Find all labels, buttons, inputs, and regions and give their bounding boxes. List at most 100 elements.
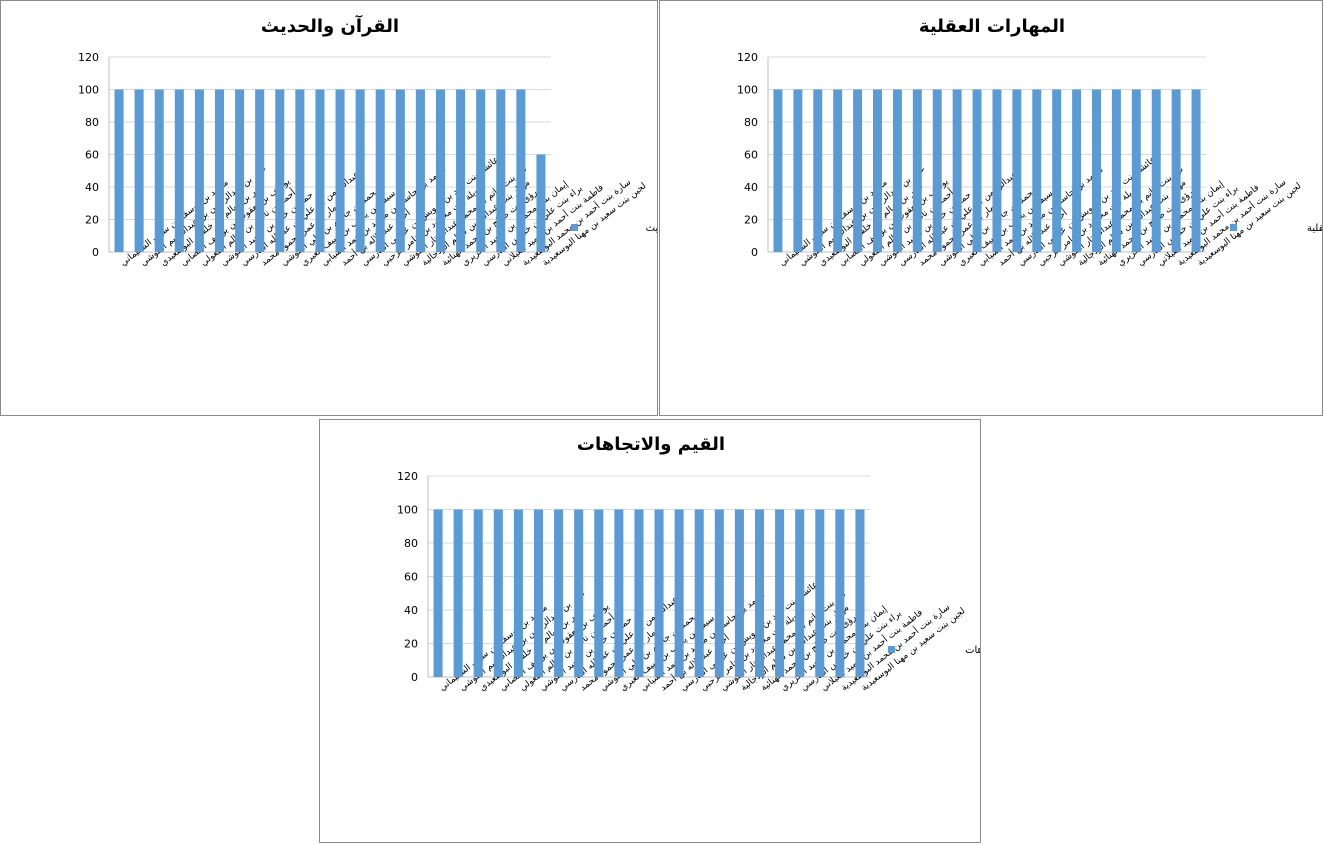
bar [355,89,365,252]
y-tick-label: 80 [85,116,99,129]
bar [734,509,744,677]
bar [536,154,546,252]
y-tick-label: 100 [737,84,758,97]
bar [793,89,803,252]
bar [456,89,466,252]
bar [1032,89,1042,252]
y-tick-label: 20 [85,214,99,227]
y-tick-label: 60 [744,149,758,162]
bar [114,89,124,252]
bar [493,509,503,677]
bar [1171,89,1181,252]
bar [1072,89,1082,252]
y-tick-label: 40 [85,181,99,194]
bar [853,89,863,252]
bar [335,89,345,252]
chart-panel-quran-hadith: القرآن والحديث 0 20 40 60 80 100 120 محمد بن يوس… [0,0,658,416]
y-tick-label: 120 [737,51,758,64]
bar [674,509,684,677]
y-tick-label: 100 [78,84,99,97]
bar [855,509,865,677]
bar [972,89,982,252]
legend-label: القيم والاتجاهات [965,645,980,656]
bar [473,509,483,677]
bar [1111,89,1121,252]
bar [255,89,265,252]
y-tick-label: 20 [404,638,418,651]
chart-title: المهارات العقلية [919,16,1065,37]
bar [533,509,544,677]
bar [1131,89,1141,252]
bar [932,89,942,252]
legend-swatch [888,646,895,653]
chart-title: القرآن والحديث [261,14,399,37]
bar [773,89,783,252]
y-tick-label: 0 [751,246,758,259]
y-tick-label: 120 [78,51,99,64]
bar [835,509,845,677]
bar [795,509,805,677]
bar [754,509,765,677]
chart-svg-mental-skills: المهارات العقلية020406080100120محمد بن ي… [737,16,1322,268]
bar [415,89,425,252]
chart-panel-mental-skills: المهارات العقلية020406080100120محمد بن ي… [659,0,1323,416]
bar [235,89,245,252]
bar [892,89,902,252]
bar [912,89,922,252]
bar [395,89,405,252]
bar [813,89,823,252]
bar [433,509,443,677]
legend-label: المهارات العقلية [1307,223,1322,234]
y-tick-label: 0 [92,246,99,259]
bar [574,509,584,677]
y-tick-label: 120 [397,470,418,483]
y-tick-label: 40 [744,181,758,194]
bar [775,509,785,677]
bar [614,509,624,677]
bar [516,89,526,252]
bar [1151,89,1161,252]
bar [1191,89,1201,252]
y-tick-label: 80 [744,116,758,129]
y-tick-label: 0 [411,671,418,684]
y-tick-label: 60 [85,149,99,162]
bar [1092,89,1101,252]
bar [873,89,882,252]
chart-panel-values-attitudes: القيم والاتجاهات 0 20 40 60 80 100 120 محمد بن ي… [319,419,981,843]
chart-title: القيم والاتجاهات [577,434,725,455]
bar [1052,89,1062,252]
bar [833,89,843,252]
bar [694,509,704,677]
bar [513,509,523,677]
bar [174,89,184,252]
y-tick-label: 100 [397,504,418,517]
y-tick-label: 60 [404,571,418,584]
y-tick-label: 20 [744,214,758,227]
bar [134,89,144,252]
bar [315,89,325,252]
bar [654,509,664,677]
legend-swatch [1230,224,1237,231]
bar [154,89,164,252]
bar [476,89,486,252]
bar [435,89,446,252]
bar [952,89,962,252]
bar [714,509,724,677]
bar [634,509,644,677]
bar [194,89,204,252]
bar [453,509,463,677]
legend-label: القرآن والحديث [646,221,657,234]
bar [496,89,506,252]
bar [992,89,1002,252]
y-tick-label: 80 [404,537,418,550]
bar [1012,89,1022,252]
bar [554,509,564,677]
bar [375,89,385,252]
bar [594,509,604,677]
bar [214,89,225,252]
y-tick-label: 40 [404,604,418,617]
legend-swatch [571,224,578,231]
bar [295,89,305,252]
bar [275,89,285,252]
